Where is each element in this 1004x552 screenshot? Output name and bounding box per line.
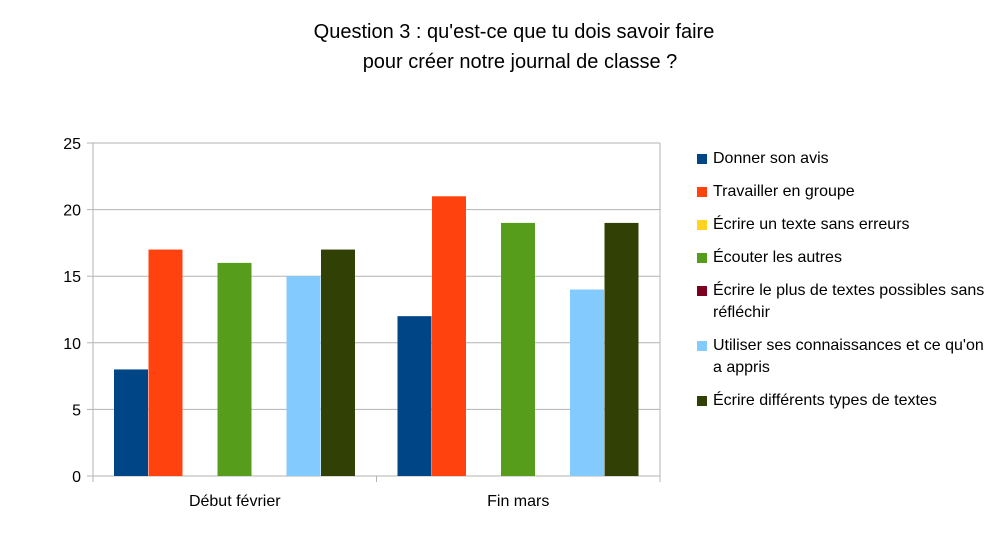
- y-tick-label: 15: [63, 269, 81, 286]
- bar: [217, 262, 252, 476]
- legend-swatch: [697, 341, 707, 351]
- bar: [114, 369, 148, 476]
- bar: [604, 222, 639, 476]
- legend-swatch: [697, 396, 707, 406]
- bar: [286, 276, 321, 476]
- bar: [570, 289, 604, 476]
- legend-swatch: [697, 253, 707, 263]
- legend-label: Donner son avis: [713, 150, 829, 167]
- legend-label: Travailler en groupe: [713, 183, 855, 200]
- legend-label: Écrire un texte sans erreurs: [713, 216, 910, 233]
- legend-item: Écouter les autres: [697, 247, 992, 269]
- legend-item: Écrire différents types de textes: [697, 390, 992, 412]
- legend-swatch: [697, 286, 707, 296]
- legend-label: Utiliser ses connaissances et ce qu'on a…: [713, 337, 984, 376]
- y-tick-label: 20: [63, 203, 81, 220]
- chart-title: pour créer notre journal de classe ?: [363, 51, 678, 73]
- legend-swatch: [697, 187, 707, 197]
- x-tick-label: Fin mars: [487, 493, 549, 510]
- bar: [432, 196, 466, 476]
- x-tick-label: Début février: [189, 493, 281, 510]
- legend-swatch: [697, 154, 707, 164]
- legend-label: Écrire le plus de textes possibles sans …: [713, 282, 985, 321]
- legend-item: Donner son avis: [697, 148, 992, 170]
- bar: [148, 249, 183, 476]
- chart-title: Question 3 : qu'est-ce que tu dois savoi…: [314, 21, 715, 43]
- legend-label: Écrire différents types de textes: [713, 392, 937, 409]
- bar: [321, 249, 355, 476]
- legend: Donner son avis Travailler en groupe Écrir…: [697, 148, 992, 423]
- y-tick-label: 10: [63, 336, 81, 353]
- y-tick-label: 25: [63, 136, 81, 153]
- legend-item: Travailler en groupe: [697, 181, 992, 203]
- legend-label: Écouter les autres: [713, 249, 842, 266]
- legend-item: Écrire un texte sans erreurs: [697, 214, 992, 236]
- legend-swatch: [697, 220, 707, 230]
- legend-item: Utiliser ses connaissances et ce qu'on a…: [697, 335, 992, 379]
- legend-item: Écrire le plus de textes possibles sans …: [697, 280, 992, 324]
- y-tick-label: 5: [72, 402, 81, 419]
- bar: [397, 316, 432, 476]
- y-tick-label: 0: [72, 469, 81, 486]
- bar: [501, 222, 535, 476]
